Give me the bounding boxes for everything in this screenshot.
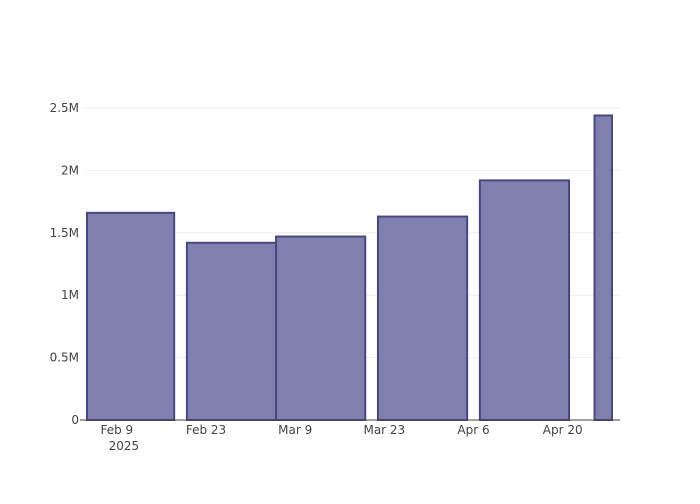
x-tick-sublabel: 2025 — [109, 439, 140, 453]
x-tick-label: Apr 20 — [543, 423, 583, 437]
axes — [80, 419, 620, 421]
bar[interactable] — [275, 235, 367, 421]
x-tick-label: Apr 6 — [457, 423, 489, 437]
y-tick-label: 2.5M — [50, 101, 79, 115]
y-tick-labels: 0 0.5M 1M 1.5M 2M 2.5M — [50, 101, 79, 427]
y-tick-label: 0.5M — [50, 351, 79, 365]
bar[interactable] — [478, 179, 571, 421]
y-tick-label: 1M — [61, 288, 79, 302]
bars — [86, 114, 613, 421]
bar[interactable] — [185, 241, 278, 421]
x-tick-label: Feb 23 — [186, 423, 226, 437]
x-tick-label: Feb 9 — [100, 423, 133, 437]
bar[interactable] — [593, 114, 613, 421]
bar[interactable] — [376, 215, 469, 421]
x-tick-label: Mar 23 — [363, 423, 405, 437]
x-tick-label: Mar 9 — [278, 423, 312, 437]
y-tick-label: 1.5M — [50, 226, 79, 240]
bar[interactable] — [86, 211, 176, 421]
y-tick-label: 2M — [61, 163, 79, 177]
x-tick-labels: Feb 9 2025 Feb 23 Mar 9 Mar 23 Apr 6 Apr 20 — [100, 423, 582, 453]
y-tick-label: 0 — [71, 413, 79, 427]
